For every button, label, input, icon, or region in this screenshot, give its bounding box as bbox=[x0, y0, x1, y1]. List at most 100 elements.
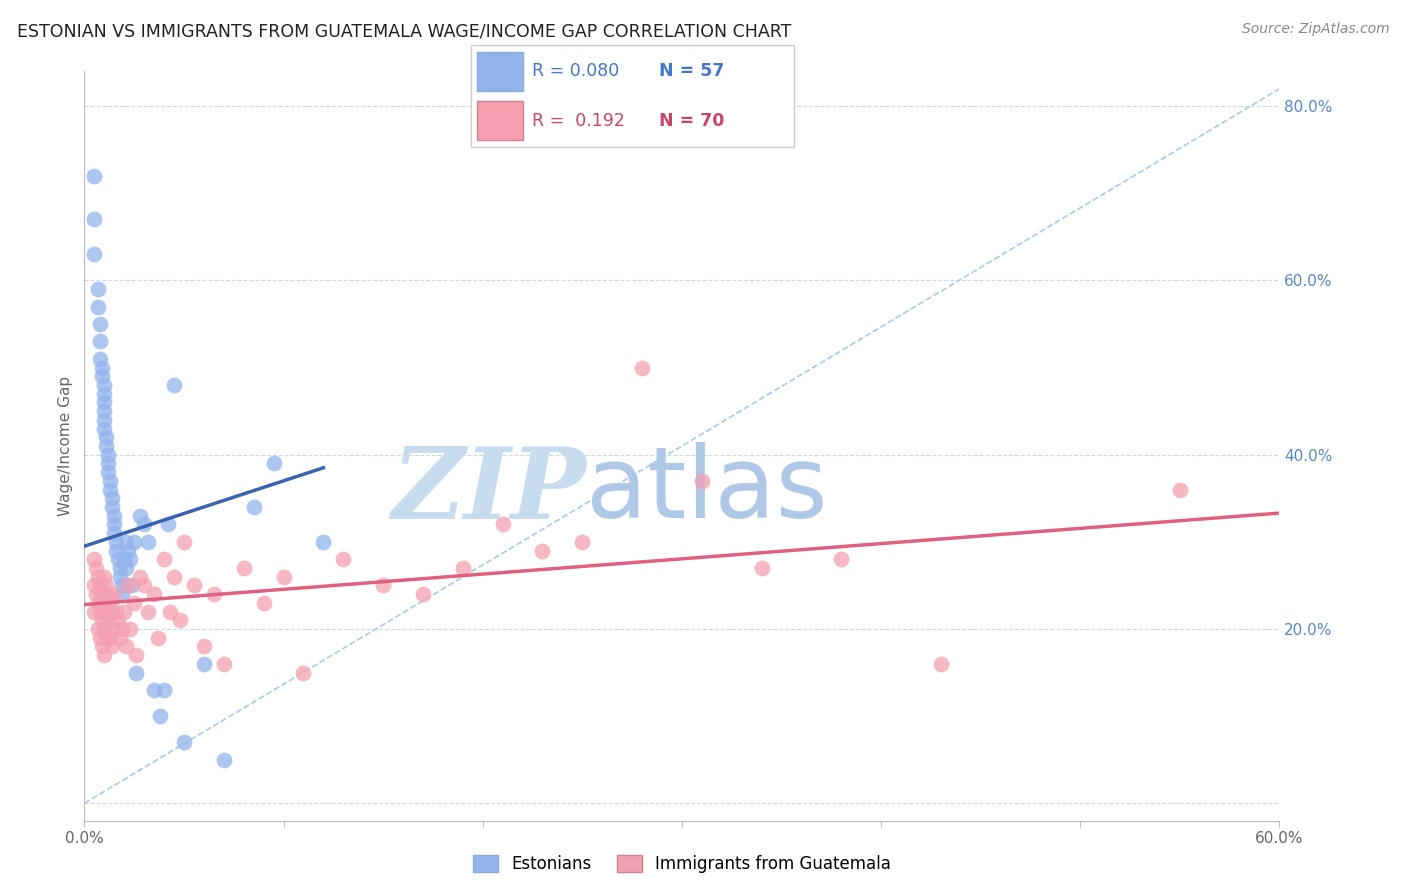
Point bbox=[143, 587, 166, 601]
Point bbox=[98, 631, 121, 645]
Text: N = 57: N = 57 bbox=[658, 62, 724, 80]
Text: R = 0.080: R = 0.080 bbox=[533, 62, 620, 80]
Point bbox=[93, 413, 115, 427]
Point bbox=[83, 552, 105, 566]
Point bbox=[93, 378, 115, 392]
Text: atlas: atlas bbox=[586, 442, 828, 540]
Point bbox=[107, 613, 129, 627]
Point bbox=[93, 648, 115, 662]
Point bbox=[273, 570, 295, 584]
Point bbox=[157, 517, 180, 532]
Point bbox=[115, 640, 138, 654]
Point bbox=[89, 317, 111, 331]
Point bbox=[97, 587, 120, 601]
Point bbox=[89, 605, 111, 619]
Point bbox=[112, 605, 135, 619]
Point bbox=[212, 753, 235, 767]
Point bbox=[132, 578, 156, 592]
Point bbox=[163, 570, 186, 584]
Point bbox=[103, 508, 125, 523]
Text: Source: ZipAtlas.com: Source: ZipAtlas.com bbox=[1241, 22, 1389, 37]
Point bbox=[153, 682, 176, 697]
Point bbox=[690, 474, 713, 488]
Point bbox=[93, 395, 115, 409]
Point bbox=[129, 508, 152, 523]
Text: ZIP: ZIP bbox=[391, 442, 586, 539]
Point bbox=[212, 657, 235, 671]
Point bbox=[89, 631, 111, 645]
Point bbox=[86, 561, 108, 575]
Point bbox=[193, 640, 215, 654]
Point bbox=[101, 500, 124, 514]
Point bbox=[83, 247, 105, 261]
Point bbox=[83, 169, 105, 183]
Point bbox=[87, 282, 110, 296]
Point bbox=[96, 439, 118, 453]
Point bbox=[98, 596, 121, 610]
Point bbox=[93, 421, 115, 435]
Point bbox=[93, 570, 115, 584]
Point bbox=[93, 622, 115, 636]
Point bbox=[103, 587, 125, 601]
Point bbox=[110, 631, 132, 645]
Point bbox=[83, 605, 105, 619]
Point bbox=[83, 212, 105, 227]
Point bbox=[89, 578, 111, 592]
Point bbox=[87, 570, 110, 584]
Point bbox=[91, 369, 114, 384]
Point bbox=[232, 561, 254, 575]
Point bbox=[93, 404, 115, 418]
Point bbox=[110, 570, 132, 584]
Point bbox=[129, 570, 152, 584]
Point bbox=[173, 534, 195, 549]
Point bbox=[202, 587, 225, 601]
Point bbox=[125, 665, 148, 680]
Point bbox=[163, 378, 186, 392]
Point bbox=[146, 631, 169, 645]
Point bbox=[91, 640, 114, 654]
Point bbox=[193, 657, 215, 671]
Point bbox=[159, 605, 181, 619]
Point bbox=[97, 448, 120, 462]
FancyBboxPatch shape bbox=[471, 45, 794, 147]
Text: R =  0.192: R = 0.192 bbox=[533, 112, 626, 129]
Point bbox=[125, 648, 148, 662]
Point bbox=[96, 631, 118, 645]
Point bbox=[149, 709, 172, 723]
Point bbox=[101, 605, 124, 619]
Point bbox=[91, 587, 114, 601]
Point bbox=[117, 578, 139, 592]
FancyBboxPatch shape bbox=[478, 101, 523, 140]
Point bbox=[312, 534, 335, 549]
Point bbox=[105, 543, 128, 558]
Point bbox=[122, 596, 145, 610]
Point bbox=[451, 561, 474, 575]
Point bbox=[98, 474, 121, 488]
Point bbox=[173, 735, 195, 749]
Point bbox=[631, 360, 654, 375]
Point bbox=[242, 500, 264, 514]
Point bbox=[86, 587, 108, 601]
Point bbox=[91, 360, 114, 375]
Point bbox=[253, 596, 276, 610]
Point bbox=[531, 543, 554, 558]
Point bbox=[117, 543, 139, 558]
Point bbox=[96, 605, 118, 619]
Point bbox=[87, 596, 110, 610]
Point bbox=[115, 534, 138, 549]
Point bbox=[121, 578, 143, 592]
Point bbox=[103, 622, 125, 636]
Y-axis label: Wage/Income Gap: Wage/Income Gap bbox=[58, 376, 73, 516]
Point bbox=[97, 457, 120, 471]
Point bbox=[98, 483, 121, 497]
Point bbox=[751, 561, 773, 575]
Point bbox=[107, 552, 129, 566]
Point bbox=[97, 613, 120, 627]
Point bbox=[929, 657, 952, 671]
Point bbox=[83, 578, 105, 592]
Point bbox=[571, 534, 593, 549]
Point bbox=[89, 351, 111, 366]
Point bbox=[105, 534, 128, 549]
Point bbox=[111, 587, 134, 601]
Point bbox=[112, 552, 135, 566]
